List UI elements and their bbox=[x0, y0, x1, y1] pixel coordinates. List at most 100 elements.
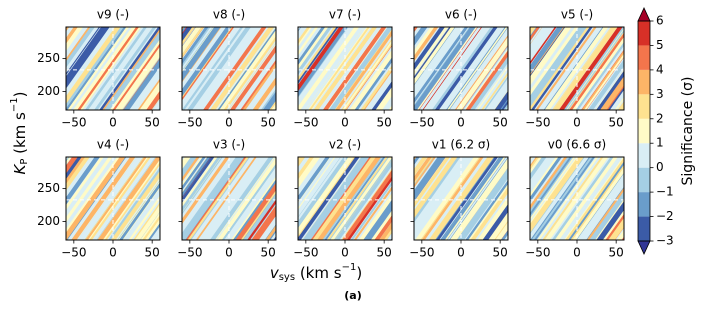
stripe bbox=[530, 27, 541, 42]
stripe bbox=[313, 27, 378, 110]
stripe bbox=[67, 27, 130, 110]
stripe bbox=[530, 27, 549, 54]
stripe bbox=[66, 157, 126, 240]
stripe bbox=[254, 80, 276, 110]
x-tick-label: 50 bbox=[145, 116, 160, 130]
x-tick-label: −50 bbox=[177, 246, 202, 260]
stripe bbox=[326, 157, 390, 240]
stripe bbox=[298, 157, 326, 196]
stripe bbox=[414, 27, 449, 76]
stripe bbox=[66, 157, 119, 232]
stripe bbox=[298, 157, 319, 186]
heatmap-pattern bbox=[298, 157, 392, 240]
stripe bbox=[414, 157, 458, 219]
stripe bbox=[182, 27, 200, 52]
stripe bbox=[182, 27, 232, 97]
x-tick-label: 0 bbox=[109, 246, 117, 260]
stripe bbox=[182, 157, 197, 178]
stripe bbox=[66, 27, 126, 110]
stripe bbox=[623, 109, 624, 110]
stripe bbox=[414, 157, 428, 177]
stripe bbox=[66, 157, 101, 205]
stripe bbox=[530, 157, 549, 183]
stripe bbox=[330, 157, 392, 240]
y-tick-label: 200 bbox=[37, 214, 60, 228]
stripe bbox=[370, 79, 392, 110]
stripe bbox=[101, 27, 160, 110]
stripe bbox=[566, 29, 624, 110]
x-tick-label: 50 bbox=[493, 116, 508, 130]
stripe bbox=[89, 27, 153, 110]
stripe bbox=[332, 157, 392, 240]
panel-title: v4 (-) bbox=[97, 138, 129, 152]
stripe bbox=[565, 157, 624, 240]
stripe bbox=[128, 195, 160, 240]
stripe bbox=[530, 157, 572, 216]
stripe bbox=[305, 27, 367, 110]
x-tick-label: 0 bbox=[457, 116, 465, 130]
stripe bbox=[209, 157, 274, 240]
stripe bbox=[544, 27, 609, 110]
x-tick-label: 50 bbox=[493, 246, 508, 260]
heatmap-pattern bbox=[66, 27, 160, 110]
x-tick-label: −50 bbox=[525, 116, 550, 130]
stripe bbox=[66, 27, 101, 76]
stripe bbox=[357, 61, 392, 110]
stripe bbox=[414, 27, 439, 62]
stripe bbox=[583, 53, 624, 110]
stripe bbox=[414, 157, 446, 202]
stripe bbox=[115, 177, 160, 240]
stripe bbox=[115, 46, 160, 110]
stripe bbox=[456, 167, 508, 240]
stripe bbox=[414, 27, 431, 51]
colorbar-tick-label: 6 bbox=[656, 14, 664, 28]
stripe bbox=[534, 27, 597, 110]
x-label-close: ) bbox=[356, 264, 362, 282]
stripe bbox=[449, 27, 508, 110]
y-axis-label: KP (km s−1) bbox=[9, 92, 30, 175]
stripe bbox=[482, 204, 508, 240]
stripe bbox=[66, 157, 95, 198]
x-tick-label: 50 bbox=[609, 116, 624, 130]
y-label-symbol: K bbox=[11, 164, 29, 175]
stripe bbox=[66, 157, 82, 180]
y-tick-label: 250 bbox=[37, 51, 60, 65]
stripe bbox=[363, 199, 392, 240]
stripe bbox=[298, 27, 360, 110]
stripe bbox=[230, 176, 276, 240]
stripe bbox=[298, 27, 326, 67]
colorbar-tick-label: 0 bbox=[656, 160, 664, 174]
heatmap-pattern bbox=[66, 157, 160, 240]
stripe bbox=[316, 157, 382, 240]
stripe bbox=[483, 75, 508, 110]
stripe bbox=[614, 96, 624, 110]
x-tick-label: 0 bbox=[225, 246, 233, 260]
panel-title: v6 (-) bbox=[445, 8, 477, 22]
stripe bbox=[298, 27, 348, 97]
stripe bbox=[554, 157, 618, 240]
x-tick-label: 50 bbox=[145, 246, 160, 260]
stripe bbox=[364, 71, 392, 110]
stripe bbox=[221, 163, 276, 240]
x-tick-label: 0 bbox=[225, 116, 233, 130]
stripe bbox=[256, 82, 276, 110]
stripe bbox=[438, 27, 503, 110]
colorbar-band bbox=[638, 192, 650, 217]
stripe bbox=[353, 186, 392, 240]
stripe bbox=[428, 157, 494, 240]
stripe bbox=[66, 27, 93, 65]
stripe bbox=[133, 202, 160, 240]
stripe bbox=[342, 40, 392, 110]
stripe bbox=[358, 193, 392, 240]
stripe bbox=[354, 57, 392, 110]
x-axis-label: vsys (km s−1) bbox=[270, 262, 362, 283]
stripe bbox=[434, 27, 501, 110]
stripe bbox=[572, 36, 624, 110]
colorbar-band bbox=[638, 216, 650, 241]
stripe bbox=[242, 62, 276, 110]
stripe bbox=[562, 27, 624, 110]
stripe bbox=[418, 157, 484, 240]
stripe bbox=[182, 27, 204, 58]
stripe bbox=[311, 27, 374, 110]
stripe bbox=[481, 72, 508, 110]
